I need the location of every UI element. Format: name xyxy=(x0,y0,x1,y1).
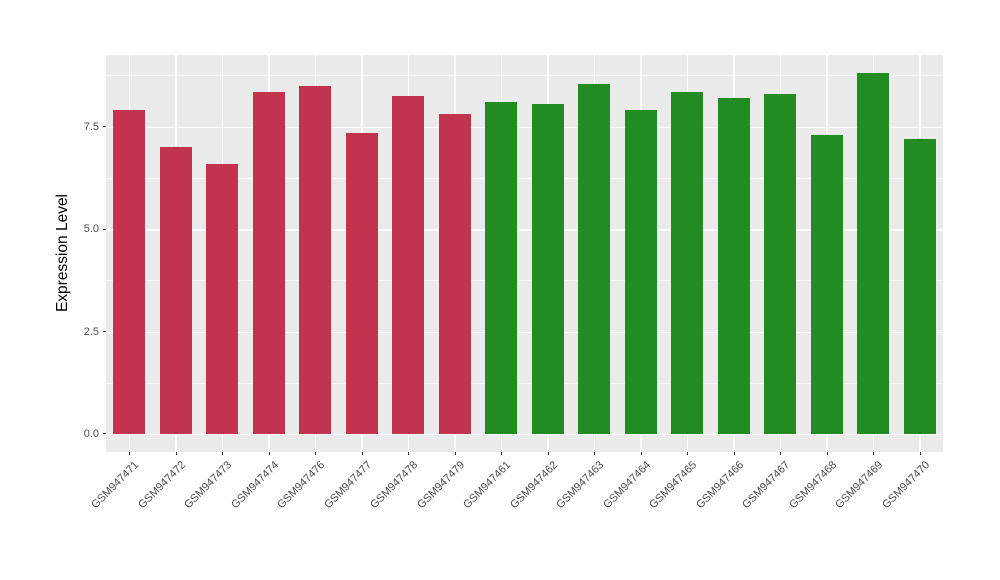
x-tick-label: GSM947466 xyxy=(694,459,747,512)
x-tick-mark xyxy=(919,452,921,455)
x-tick-label: GSM947478 xyxy=(368,459,421,512)
x-tick-mark xyxy=(501,452,503,455)
x-tick-mark xyxy=(408,452,410,455)
x-tick-mark xyxy=(640,452,642,455)
y-tick-label: 7.5 xyxy=(83,120,99,133)
x-tick-label: GSM947468 xyxy=(787,459,840,512)
bar xyxy=(624,110,657,434)
x-tick-mark xyxy=(268,452,270,455)
bar xyxy=(206,163,239,434)
x-tick-mark xyxy=(361,452,363,455)
x-tick-mark xyxy=(594,452,596,455)
bar xyxy=(345,132,378,434)
bar xyxy=(578,83,611,434)
gridline-major-y xyxy=(106,229,943,231)
x-tick-label: GSM947477 xyxy=(322,459,375,512)
y-tick-mark xyxy=(103,433,106,435)
bar xyxy=(764,93,797,434)
gridline-major-y xyxy=(106,331,943,334)
x-tick-label: GSM947470 xyxy=(880,459,933,512)
x-tick-label: GSM947474 xyxy=(229,459,282,512)
x-tick-mark xyxy=(780,452,782,455)
bar xyxy=(671,91,704,434)
bar xyxy=(903,138,936,434)
bar xyxy=(113,110,146,434)
x-tick-mark xyxy=(873,452,875,455)
x-tick-mark xyxy=(454,452,456,455)
x-tick-mark xyxy=(687,452,689,455)
bar xyxy=(810,134,843,434)
x-tick-mark xyxy=(222,452,224,455)
gridline-minor-y xyxy=(106,382,943,384)
y-axis-title: Expression Level xyxy=(54,193,71,313)
bar xyxy=(531,104,564,434)
bar xyxy=(485,102,518,434)
x-tick-mark xyxy=(175,452,177,455)
gridline-major-y xyxy=(106,126,943,129)
y-tick-mark xyxy=(103,331,106,333)
gridline-minor-y xyxy=(106,280,943,282)
x-tick-label: GSM947471 xyxy=(89,459,142,512)
plot-panel xyxy=(106,55,943,452)
x-tick-label: GSM947476 xyxy=(275,459,328,512)
bar xyxy=(299,85,332,434)
gridline-major-y xyxy=(106,433,943,436)
y-tick-mark xyxy=(103,126,106,128)
x-tick-label: GSM947469 xyxy=(833,459,886,512)
x-tick-mark xyxy=(547,452,549,455)
x-tick-label: GSM947479 xyxy=(415,459,468,512)
bar xyxy=(857,73,890,434)
x-tick-mark xyxy=(129,452,131,455)
x-tick-label: GSM947473 xyxy=(182,459,235,512)
x-tick-label: GSM947465 xyxy=(647,459,700,512)
gridline-minor-y xyxy=(106,75,943,77)
bar xyxy=(159,147,192,434)
y-tick-label: 2.5 xyxy=(83,325,99,338)
x-tick-label: GSM947472 xyxy=(136,459,189,512)
x-tick-label: GSM947464 xyxy=(601,459,654,512)
bar xyxy=(438,114,471,434)
bar xyxy=(717,98,750,434)
bar xyxy=(392,95,425,434)
x-tick-label: GSM947461 xyxy=(461,459,514,512)
x-tick-mark xyxy=(315,452,317,455)
gridline-minor-y xyxy=(106,177,943,179)
x-tick-mark xyxy=(826,452,828,455)
y-tick-mark xyxy=(103,228,106,230)
x-tick-label: GSM947467 xyxy=(740,459,793,512)
x-tick-label: GSM947463 xyxy=(554,459,607,512)
y-tick-label: 0.0 xyxy=(83,427,99,440)
x-tick-label: GSM947462 xyxy=(508,459,561,512)
x-tick-mark xyxy=(733,452,735,455)
y-tick-label: 5.0 xyxy=(83,223,99,236)
bar xyxy=(252,91,285,434)
